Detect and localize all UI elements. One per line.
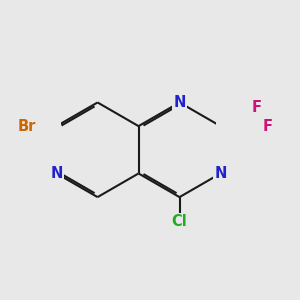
Text: N: N bbox=[50, 166, 63, 181]
Text: Br: Br bbox=[18, 118, 36, 134]
Text: F: F bbox=[251, 100, 262, 115]
Text: N: N bbox=[173, 95, 186, 110]
Text: Cl: Cl bbox=[172, 214, 188, 229]
Text: N: N bbox=[214, 166, 227, 181]
Text: F: F bbox=[263, 118, 273, 134]
